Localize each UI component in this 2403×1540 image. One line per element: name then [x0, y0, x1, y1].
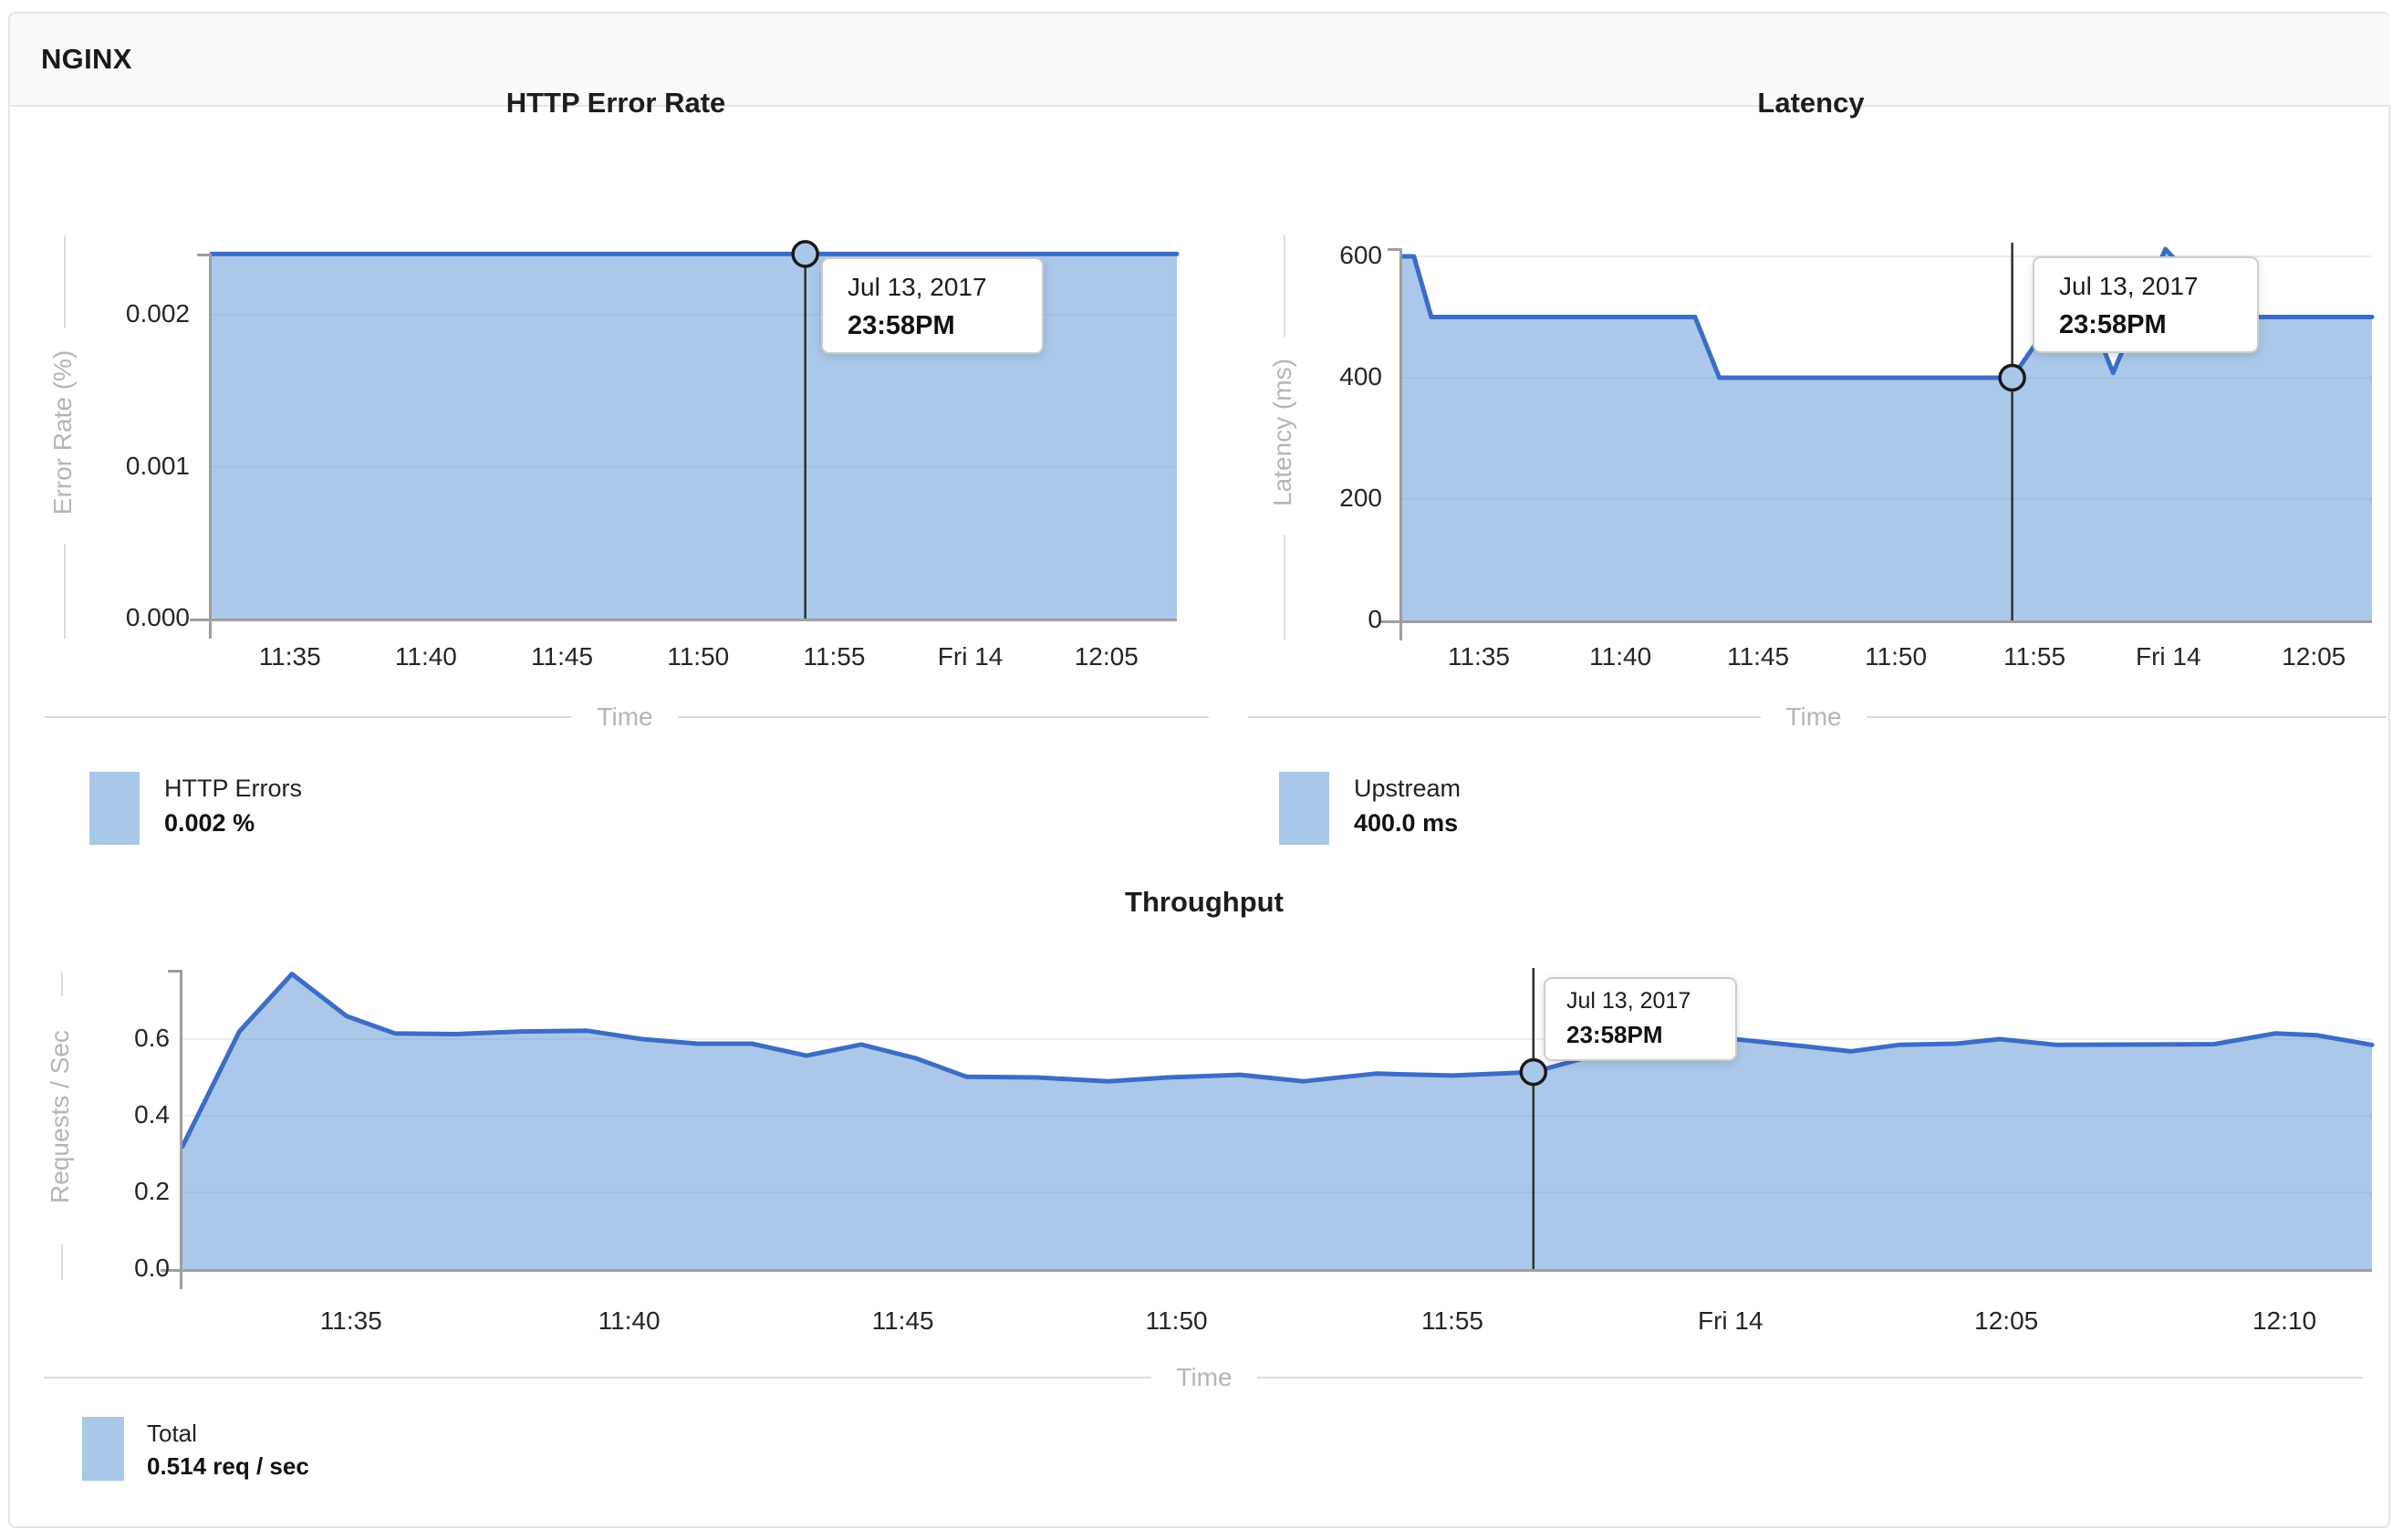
tooltip-latency: Jul 13, 2017 23:58PM	[2033, 256, 2259, 353]
panel-title: NGINX	[41, 43, 132, 75]
legend-swatch-icon	[82, 1417, 124, 1481]
tooltip-date: Jul 13, 2017	[2059, 272, 2199, 300]
legend-swatch-icon	[89, 772, 140, 845]
chart-title-latency: Latency	[1757, 87, 1865, 119]
tooltip-throughput: Jul 13, 2017 23:58PM	[1544, 977, 1737, 1061]
tooltip-date: Jul 13, 2017	[848, 273, 987, 301]
tooltip-date: Jul 13, 2017	[1566, 988, 1691, 1014]
x-axis-title-time-throughput: Time	[1176, 1363, 1233, 1391]
tooltip-time: 23:58PM	[2059, 310, 2167, 339]
panel-header: NGINX	[10, 14, 2390, 107]
legend-total: Total 0.514 req / sec	[82, 1417, 309, 1483]
legend-label: Total	[147, 1420, 197, 1447]
chart-title-http-error-rate: HTTP Error Rate	[505, 87, 726, 119]
legend-label: Upstream	[1354, 775, 1462, 802]
legend-value: 0.514 req / sec	[147, 1452, 309, 1481]
tooltip-error-rate: Jul 13, 2017 23:58PM	[821, 257, 1044, 354]
tooltip-time: 23:58PM	[1566, 1021, 1663, 1048]
y-axis-title-requests-per-sec: Requests / Sec	[46, 1030, 74, 1203]
y-axis-title-latency: Latency (ms)	[1268, 359, 1296, 506]
legend-value: 0.002 %	[164, 808, 255, 837]
legend-label: HTTP Errors	[164, 775, 303, 802]
tooltip-time: 23:58PM	[848, 311, 955, 340]
x-axis-title-time-latency: Time	[1785, 702, 1842, 731]
legend-http-errors: HTTP Errors 0.002 %	[89, 772, 302, 845]
chart-title-throughput: Throughput	[1125, 886, 1284, 918]
x-axis-title-time-error-rate: Time	[597, 702, 653, 731]
y-axis-title-error-rate: Error Rate (%)	[48, 349, 77, 515]
legend-swatch-icon	[1279, 772, 1329, 845]
legend-upstream: Upstream 400.0 ms	[1279, 772, 1461, 845]
legend-value: 400.0 ms	[1354, 808, 1459, 837]
